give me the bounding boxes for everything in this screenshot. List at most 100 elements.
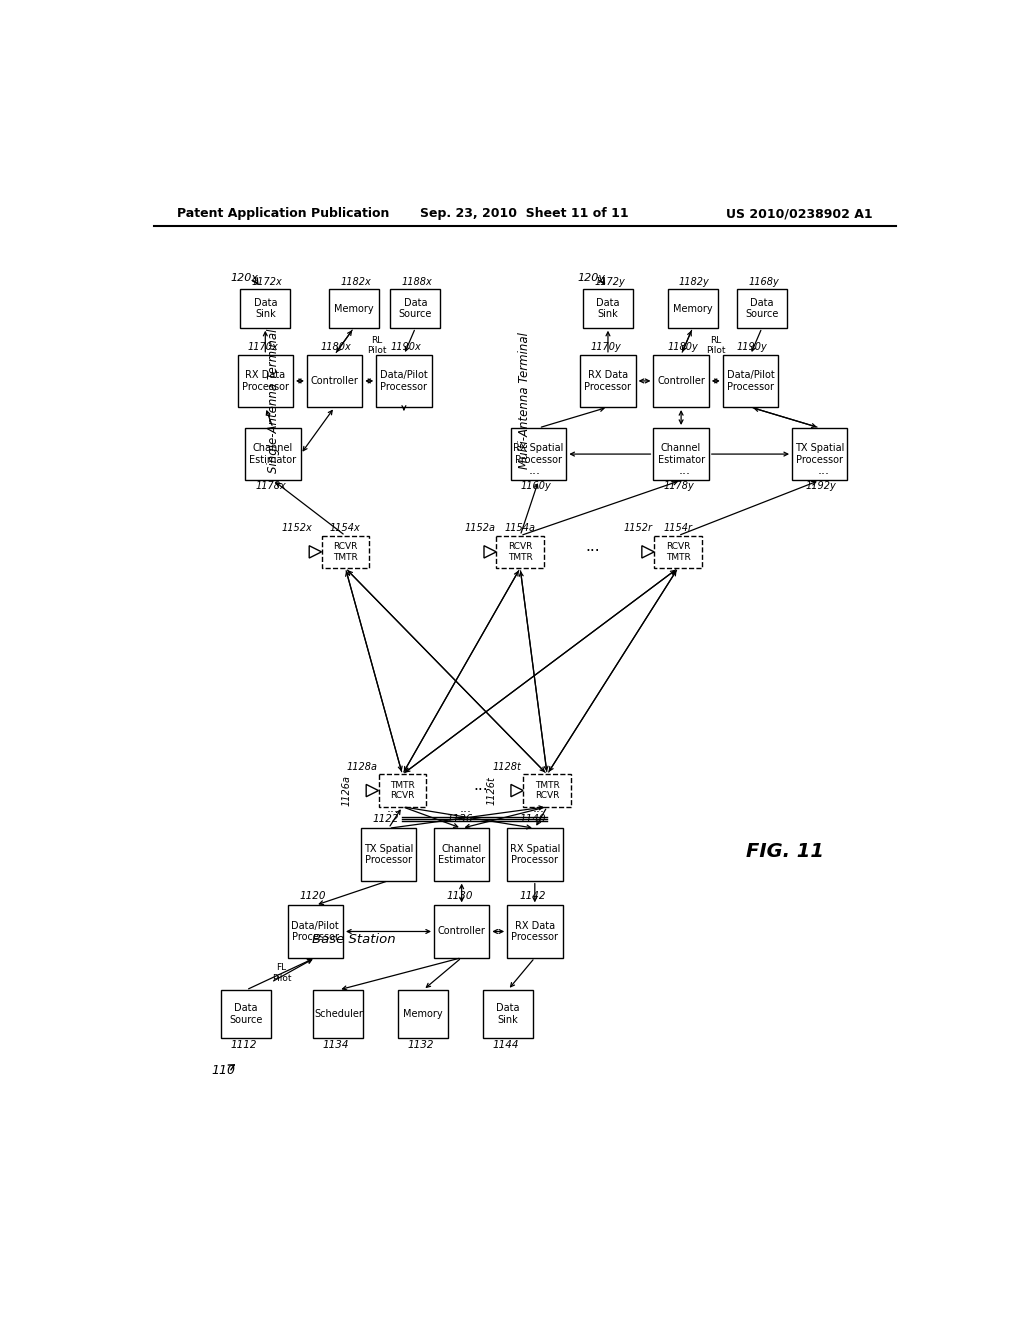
Bar: [583, 289, 633, 327]
Text: Scheduler: Scheduler: [314, 1008, 362, 1019]
Text: FL
Pilot: FL Pilot: [271, 964, 291, 983]
Text: 1168y: 1168y: [749, 277, 779, 286]
Text: RL
Pilot: RL Pilot: [368, 335, 387, 355]
Text: TMTR
RCVR: TMTR RCVR: [535, 781, 559, 800]
Text: 1188x: 1188x: [401, 277, 432, 286]
Text: Memory: Memory: [334, 304, 374, 314]
Text: 1160y: 1160y: [521, 482, 552, 491]
Text: 1152a: 1152a: [465, 523, 496, 533]
Text: 120x: 120x: [230, 273, 258, 282]
Text: Multi-Antenna Terminal: Multi-Antenna Terminal: [518, 333, 531, 470]
Text: Single-Antenna Terminal: Single-Antenna Terminal: [266, 329, 280, 473]
Text: RX Data
Processor: RX Data Processor: [585, 370, 632, 392]
Text: Channel
Estimator: Channel Estimator: [250, 444, 297, 465]
Bar: [434, 829, 489, 880]
Text: Memory: Memory: [673, 304, 713, 314]
Text: RX Data
Processor: RX Data Processor: [242, 370, 289, 392]
Text: Channel
Estimator: Channel Estimator: [438, 843, 485, 866]
Text: 120y: 120y: [577, 273, 605, 282]
Bar: [238, 355, 293, 407]
Text: ···: ···: [586, 544, 600, 560]
Text: TMTR
RCVR: TMTR RCVR: [390, 781, 415, 800]
Text: 1178y: 1178y: [664, 482, 694, 491]
Text: RX Spatial
Processor: RX Spatial Processor: [510, 843, 560, 866]
Bar: [241, 289, 291, 327]
Text: Sep. 23, 2010  Sheet 11 of 11: Sep. 23, 2010 Sheet 11 of 11: [421, 207, 629, 220]
Text: TX Spatial
Processor: TX Spatial Processor: [795, 444, 845, 465]
Text: 1152r: 1152r: [624, 523, 652, 533]
Bar: [313, 990, 364, 1038]
Text: 1182x: 1182x: [340, 277, 371, 286]
Text: Data
Sink: Data Sink: [596, 298, 620, 319]
Text: 1180x: 1180x: [321, 342, 351, 352]
Bar: [288, 906, 343, 958]
Text: RCVR
TMTR: RCVR TMTR: [666, 543, 690, 561]
Text: Data
Sink: Data Sink: [254, 298, 278, 319]
Bar: [668, 289, 718, 327]
Text: Controller: Controller: [310, 376, 358, 385]
Bar: [398, 990, 449, 1038]
Bar: [246, 428, 301, 480]
Text: RCVR
TMTR: RCVR TMTR: [333, 543, 357, 561]
Text: US 2010/0238902 A1: US 2010/0238902 A1: [726, 207, 872, 220]
Bar: [511, 428, 566, 480]
Text: ···: ···: [386, 807, 398, 820]
Bar: [653, 355, 709, 407]
Text: 1154r: 1154r: [664, 523, 692, 533]
Text: 1170x: 1170x: [248, 342, 279, 352]
Bar: [653, 428, 709, 480]
Text: RX Data
Processor: RX Data Processor: [511, 920, 558, 942]
Text: Controller: Controller: [437, 927, 485, 936]
Text: ···: ···: [528, 467, 541, 480]
Bar: [390, 289, 440, 327]
Text: Data/Pilot
Processor: Data/Pilot Processor: [727, 370, 774, 392]
Bar: [654, 536, 701, 568]
Text: 1152x: 1152x: [282, 523, 312, 533]
Text: Data
Sink: Data Sink: [496, 1003, 519, 1024]
Text: Controller: Controller: [657, 376, 706, 385]
Text: RL
Pilot: RL Pilot: [706, 335, 726, 355]
Bar: [307, 355, 362, 407]
Text: 1190x: 1190x: [390, 342, 421, 352]
Text: Channel
Estimator: Channel Estimator: [657, 444, 705, 465]
Text: 1178x: 1178x: [255, 482, 286, 491]
Bar: [360, 829, 416, 880]
Text: 1122: 1122: [373, 814, 399, 824]
Bar: [792, 428, 848, 480]
Text: 1190y: 1190y: [736, 342, 767, 352]
Text: 1140: 1140: [519, 814, 546, 824]
Text: Base Station: Base Station: [312, 933, 395, 946]
Text: 1180y: 1180y: [668, 342, 698, 352]
Text: 1154a: 1154a: [505, 523, 536, 533]
Text: 1128t: 1128t: [493, 762, 521, 772]
Text: 1130: 1130: [446, 891, 473, 902]
Text: Memory: Memory: [403, 1008, 443, 1019]
Bar: [723, 355, 778, 407]
Text: Patent Application Publication: Patent Application Publication: [177, 207, 389, 220]
Bar: [507, 906, 562, 958]
Text: Data/Pilot
Processor: Data/Pilot Processor: [380, 370, 428, 392]
Text: ···: ···: [679, 467, 691, 480]
Bar: [329, 289, 379, 327]
Text: 1126a: 1126a: [342, 775, 352, 807]
Bar: [737, 289, 787, 327]
Text: 1182y: 1182y: [679, 277, 710, 286]
Text: 1128a: 1128a: [347, 762, 378, 772]
Text: Data/Pilot
Processor: Data/Pilot Processor: [292, 920, 339, 942]
Text: 1120: 1120: [300, 891, 327, 902]
Text: ···: ···: [473, 783, 488, 799]
Bar: [507, 829, 562, 880]
Text: RCVR
TMTR: RCVR TMTR: [508, 543, 532, 561]
Bar: [379, 775, 426, 807]
Text: 1126t: 1126t: [486, 776, 497, 805]
Bar: [523, 775, 571, 807]
Text: Data
Source: Data Source: [398, 298, 432, 319]
Text: TX Spatial
Processor: TX Spatial Processor: [364, 843, 414, 866]
Bar: [434, 906, 489, 958]
Bar: [376, 355, 432, 407]
Text: ···: ···: [532, 807, 545, 820]
Text: 1172y: 1172y: [594, 277, 625, 286]
Bar: [221, 990, 271, 1038]
Text: ···: ···: [460, 807, 471, 820]
Text: 1142: 1142: [519, 891, 546, 902]
